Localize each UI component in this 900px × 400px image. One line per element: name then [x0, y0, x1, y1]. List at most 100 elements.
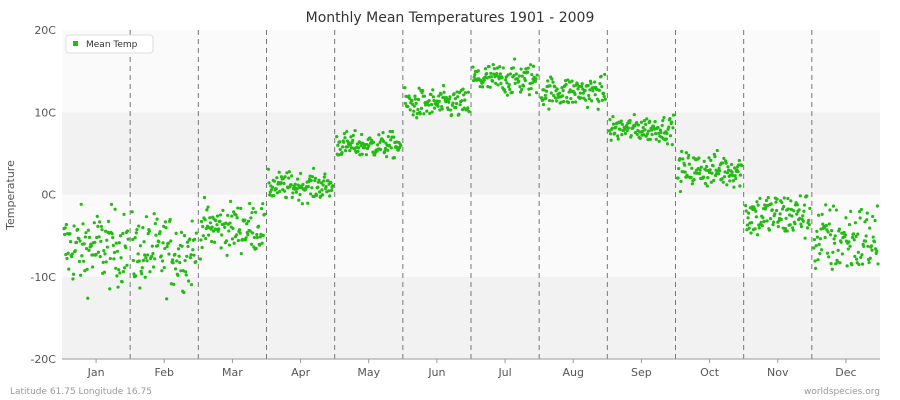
data-point	[79, 273, 83, 277]
x-tick-label: Sep	[631, 366, 652, 379]
data-point	[310, 186, 314, 190]
data-point	[131, 237, 135, 242]
data-point	[122, 212, 126, 216]
data-point	[226, 213, 230, 218]
data-point	[852, 238, 856, 242]
data-point	[670, 142, 674, 147]
data-point	[126, 237, 130, 241]
data-point	[732, 166, 737, 170]
data-point	[518, 90, 523, 94]
data-point	[731, 173, 735, 178]
data-point	[715, 148, 719, 153]
data-point	[167, 252, 171, 256]
data-point	[737, 158, 741, 163]
data-point	[789, 199, 793, 203]
data-point	[515, 77, 520, 81]
data-point	[726, 165, 730, 169]
data-point	[560, 94, 565, 98]
data-point	[318, 190, 322, 194]
data-point	[116, 285, 120, 289]
data-point	[250, 210, 254, 215]
y-tick-label: -10C	[30, 271, 56, 284]
data-point	[145, 259, 149, 263]
data-point	[745, 223, 750, 227]
data-point	[94, 252, 98, 257]
data-point	[656, 126, 660, 130]
data-point	[546, 79, 550, 83]
data-point	[230, 237, 235, 241]
data-point	[569, 96, 573, 101]
data-point	[237, 228, 242, 232]
data-point	[712, 178, 716, 182]
data-point	[188, 237, 192, 241]
data-point	[728, 173, 732, 177]
data-point	[97, 235, 101, 239]
data-point	[702, 175, 706, 179]
data-point	[618, 127, 622, 131]
data-point	[448, 108, 453, 112]
data-point	[389, 138, 393, 142]
data-point	[284, 195, 288, 200]
data-point	[803, 236, 807, 240]
data-point	[722, 175, 727, 179]
data-point	[737, 163, 741, 167]
data-point	[425, 109, 429, 113]
data-point	[745, 228, 749, 232]
data-point	[353, 129, 357, 133]
data-point	[448, 95, 452, 99]
data-point	[802, 203, 807, 207]
data-point	[386, 134, 390, 139]
data-point	[623, 131, 627, 136]
data-point	[687, 162, 691, 166]
data-point	[646, 137, 650, 142]
data-point	[417, 86, 421, 90]
data-point	[491, 79, 495, 83]
data-point	[192, 237, 197, 241]
data-point	[157, 240, 161, 244]
data-point	[218, 219, 222, 223]
data-point	[833, 241, 837, 245]
data-point	[720, 177, 724, 181]
data-point	[429, 92, 433, 97]
data-point	[709, 158, 713, 162]
data-point	[371, 150, 375, 154]
data-point	[587, 97, 591, 101]
data-point	[560, 85, 564, 90]
data-point	[416, 97, 421, 102]
data-point	[836, 248, 840, 252]
data-point	[865, 218, 869, 222]
data-point	[648, 119, 652, 123]
data-point	[645, 132, 649, 136]
data-point	[550, 77, 554, 81]
data-point	[557, 91, 562, 95]
data-point	[331, 184, 335, 188]
data-point	[454, 101, 459, 106]
data-point	[753, 227, 757, 231]
data-point	[134, 274, 138, 278]
data-point	[262, 212, 267, 216]
data-point	[460, 99, 464, 103]
data-point	[205, 208, 209, 212]
data-point	[343, 136, 347, 140]
data-point	[805, 194, 809, 198]
data-point	[740, 164, 744, 168]
data-point	[807, 223, 811, 227]
data-point	[593, 80, 597, 84]
data-point	[534, 77, 538, 81]
data-point	[860, 253, 864, 257]
data-point	[493, 81, 498, 85]
data-point	[364, 153, 368, 157]
data-point	[386, 148, 390, 152]
data-point	[201, 234, 205, 238]
data-point	[816, 213, 821, 217]
data-point	[706, 175, 710, 180]
data-point	[850, 263, 854, 267]
data-point	[853, 254, 857, 258]
data-point	[338, 147, 342, 152]
data-point	[71, 277, 75, 281]
data-point	[340, 151, 344, 155]
data-point	[378, 140, 382, 144]
data-point	[487, 64, 491, 69]
data-point	[847, 240, 851, 244]
data-point	[853, 221, 858, 225]
